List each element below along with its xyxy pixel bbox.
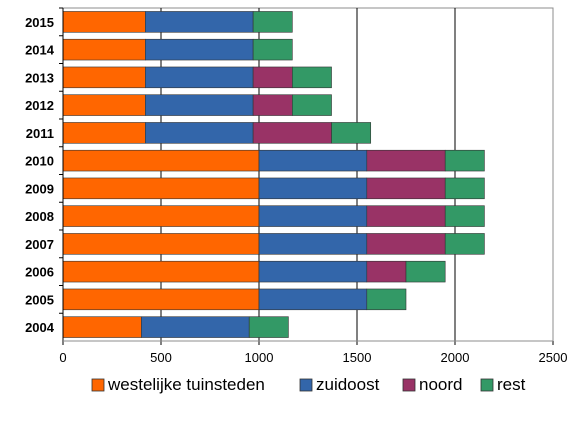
bar-2014-rest	[252, 38, 293, 61]
legend-item-zuidoost: zuidoost	[299, 375, 380, 394]
bar-2012-noord	[252, 94, 293, 116]
legend-item-noord: noord	[402, 375, 462, 394]
bar-2006-rest	[405, 260, 446, 283]
legend-swatch-zuidoost	[299, 378, 313, 392]
x-tick-label: 2500	[539, 350, 568, 365]
y-tick-label: 2011	[26, 126, 54, 141]
legend-swatch-noord	[402, 378, 416, 392]
bar-2009-rest	[444, 177, 485, 200]
bar-2009-zuidoost	[258, 177, 368, 200]
legend-item-rest: rest	[480, 375, 526, 394]
x-tick-label: 1500	[343, 350, 372, 365]
legend-swatch-westelijke-tuinsteden	[91, 378, 105, 392]
bar-2009-westelijke-tuinsteden	[62, 177, 260, 200]
bar-2014-westelijke-tuinsteden	[62, 38, 146, 61]
legend: westelijke tuinsteden zuidoost noord rest	[91, 375, 526, 394]
y-tick-label: 2013	[25, 70, 54, 85]
legend-label: westelijke tuinsteden	[107, 375, 265, 394]
y-tick-label: 2015	[25, 15, 54, 30]
legend-swatch-rest	[480, 378, 494, 392]
x-tick-label: 0	[59, 350, 66, 365]
bar-2009-noord	[366, 177, 446, 200]
axes: 0 500 1000 1500 2000 2500 2015 2014 2013 2012 2011…	[25, 7, 568, 365]
legend-label: zuidoost	[316, 375, 380, 394]
bar-2013-westelijke-tuinsteden	[62, 66, 146, 89]
bar-2013-zuidoost	[145, 66, 254, 89]
bar-2012-zuidoost	[145, 94, 254, 116]
x-tick-label: 2000	[441, 350, 470, 365]
bar-2010-rest	[444, 149, 485, 172]
bar-2011-noord	[252, 122, 332, 144]
bar-2014-zuidoost	[145, 38, 254, 61]
bar-2005-zuidoost	[258, 288, 368, 311]
bar-2015-zuidoost	[145, 11, 254, 33]
bar-2007-zuidoost	[258, 233, 368, 255]
bar-2012-westelijke-tuinsteden	[62, 94, 146, 116]
bar-2015-rest	[252, 11, 293, 33]
bar-2006-westelijke-tuinsteden	[62, 260, 260, 283]
y-tick-label: 2012	[25, 98, 54, 113]
bar-2013-rest	[292, 66, 332, 89]
bar-2006-noord	[366, 260, 407, 283]
bar-2013-noord	[252, 66, 293, 89]
bars	[62, 11, 485, 338]
bar-2010-noord	[366, 149, 446, 172]
y-tick-label: 2010	[25, 154, 54, 169]
bar-2008-rest	[444, 205, 485, 227]
bar-2005-westelijke-tuinsteden	[62, 288, 260, 311]
bar-2008-zuidoost	[258, 205, 368, 227]
legend-label: rest	[497, 375, 526, 394]
y-tick-label: 2014	[25, 43, 55, 58]
plot-area	[62, 7, 554, 342]
bar-2007-noord	[366, 233, 446, 255]
bar-2008-noord	[366, 205, 446, 227]
bar-2004-westelijke-tuinsteden	[62, 316, 142, 338]
x-tick-label: 1000	[245, 350, 274, 365]
bar-2010-zuidoost	[258, 149, 368, 172]
bar-2011-rest	[331, 122, 372, 144]
y-tick-label: 2009	[25, 181, 54, 196]
bar-2004-zuidoost	[141, 316, 250, 338]
bar-2012-rest	[292, 94, 332, 116]
bar-2007-westelijke-tuinsteden	[62, 233, 260, 255]
y-tick-label: 2004	[25, 320, 55, 335]
bar-2011-westelijke-tuinsteden	[62, 122, 146, 144]
y-tick-label: 2005	[25, 292, 54, 307]
y-tick-label: 2007	[25, 237, 54, 252]
legend-item-westelijke-tuinsteden: westelijke tuinsteden	[91, 375, 265, 394]
bar-2006-zuidoost	[258, 260, 368, 283]
bar-2005-rest	[366, 288, 407, 311]
bar-2004-rest	[248, 316, 289, 338]
legend-label: noord	[419, 375, 462, 394]
bar-2007-rest	[444, 233, 485, 255]
y-tick-label: 2006	[25, 265, 54, 280]
bar-2010-westelijke-tuinsteden	[62, 149, 260, 172]
x-tick-label: 500	[150, 350, 172, 365]
bar-2008-westelijke-tuinsteden	[62, 205, 260, 227]
bar-2011-zuidoost	[145, 122, 254, 144]
bar-2015-westelijke-tuinsteden	[62, 11, 146, 33]
y-tick-label: 2008	[25, 209, 54, 224]
gridlines	[160, 8, 456, 341]
